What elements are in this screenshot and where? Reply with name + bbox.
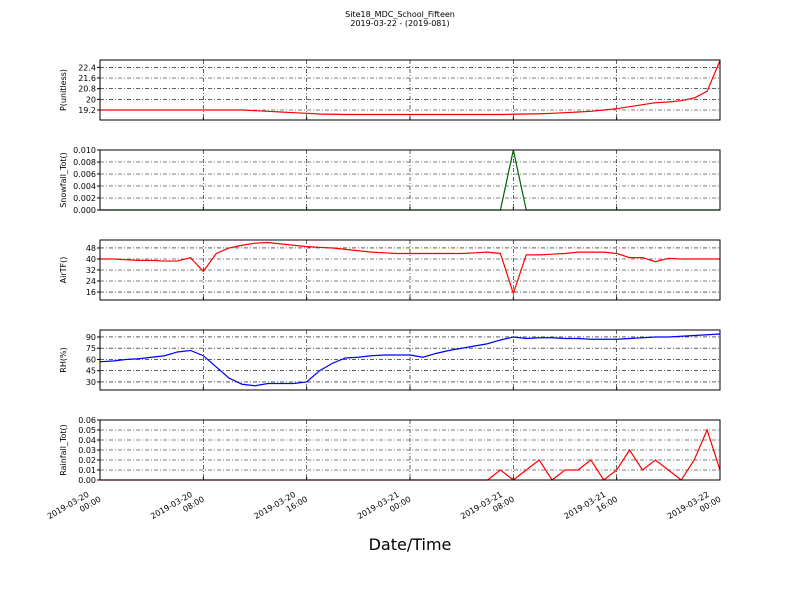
y-tick-label: 21.6 <box>78 74 96 83</box>
y-tick-label: 48 <box>86 244 96 253</box>
y-axis-label: AirTF() <box>59 257 68 284</box>
y-tick-label: 0.010 <box>73 146 96 155</box>
y-tick-label: 24 <box>86 277 96 286</box>
data-line <box>99 333 721 387</box>
y-tick-label: 0.002 <box>73 194 96 203</box>
x-axis-label: Date/Time <box>369 535 452 554</box>
axes-frame <box>99 239 721 301</box>
y-tick-label: 0.00 <box>78 476 96 485</box>
data-line <box>100 60 721 116</box>
y-tick-label: 0.05 <box>78 426 96 435</box>
data-line <box>100 428 721 481</box>
y-tick-label: 0.006 <box>73 170 96 179</box>
x-tick-label: 2019-03-2200:00 <box>666 486 723 530</box>
y-tick-label: 19.2 <box>78 106 96 115</box>
chart-subtitle: 2019-03-22 - (2019-081) <box>350 19 449 28</box>
y-tick-label: 0.008 <box>73 158 96 167</box>
chart-title: Site18_MDC_School_Fifteen <box>345 10 455 19</box>
y-axis-label: Rainfall_Tot() <box>59 424 68 476</box>
axes-frame <box>99 329 721 391</box>
y-axis-label: RH(%) <box>59 347 68 372</box>
y-tick-label: 32 <box>86 266 96 275</box>
x-tick-label: 2019-03-2000:00 <box>46 486 103 530</box>
x-tick-label: 2019-03-2108:00 <box>459 486 516 530</box>
y-tick-label: 20.8 <box>78 85 96 94</box>
axes-frame <box>99 149 721 211</box>
y-tick-label: 45 <box>86 367 96 376</box>
data-line <box>100 241 720 296</box>
y-tick-label: 0.03 <box>78 446 96 455</box>
y-tick-label: 0.02 <box>78 456 96 465</box>
y-tick-label: 0.06 <box>78 416 96 425</box>
axes-frame <box>99 59 721 121</box>
x-tick-label: 2019-03-2100:00 <box>356 486 413 530</box>
y-tick-label: 90 <box>86 333 96 342</box>
y-tick-label: 20 <box>86 95 96 104</box>
x-tick-label: 2019-03-2116:00 <box>563 486 620 530</box>
x-tick-label: 2019-03-2016:00 <box>253 486 310 530</box>
y-tick-label: 0.004 <box>73 182 96 191</box>
y-tick-label: 22.4 <box>78 63 96 72</box>
y-tick-label: 0.000 <box>73 206 96 215</box>
y-tick-label: 30 <box>86 378 96 387</box>
x-tick-label: 2019-03-2008:00 <box>149 486 206 530</box>
y-tick-label: 60 <box>86 355 96 364</box>
y-tick-label: 75 <box>86 344 96 353</box>
y-axis-label: P(unitless) <box>59 69 68 111</box>
y-tick-label: 16 <box>86 288 96 297</box>
y-tick-label: 0.04 <box>78 436 96 445</box>
y-tick-label: 40 <box>86 255 96 264</box>
y-axis-label: Snowfall_Tot() <box>59 152 68 208</box>
y-tick-label: 0.01 <box>78 466 96 475</box>
axes-frame <box>99 419 721 481</box>
